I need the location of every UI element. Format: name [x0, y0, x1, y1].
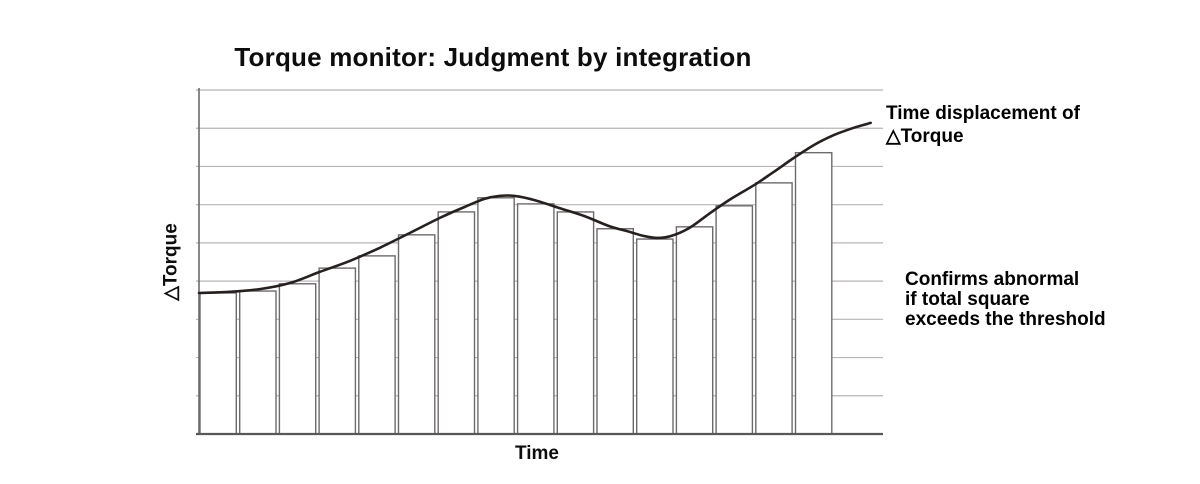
chart-title: Torque monitor: Judgment by integration: [234, 42, 752, 72]
integration-bar: [278, 283, 317, 435]
integration-bar: [675, 226, 714, 435]
integration-bar: [755, 182, 793, 435]
threshold-annotation-line2: if total square: [905, 289, 1030, 310]
integration-bar: [318, 267, 357, 435]
curve-annotation: Time displacement of △Torque: [886, 102, 1080, 148]
integration-bar: [397, 234, 436, 435]
integration-bar: [199, 292, 237, 435]
threshold-annotation-line3: exceeds the threshold: [905, 309, 1106, 330]
curve-annotation-line2: △Torque: [886, 126, 964, 147]
x-axis-label: Time: [514, 443, 560, 464]
integration-bar: [477, 197, 515, 435]
integration-bar: [437, 211, 476, 435]
integration-bar: [794, 151, 833, 435]
integration-bar: [636, 238, 674, 435]
integration-bar: [238, 290, 277, 435]
threshold-annotation-line1: Confirms abnormal: [905, 269, 1080, 290]
curve-annotation-line1: Time displacement of: [886, 103, 1080, 124]
torque-curve: [197, 121, 872, 295]
integration-bar: [715, 205, 754, 435]
threshold-annotation: Confirms abnormal if total square exceed…: [905, 270, 1106, 330]
y-axis-label: △Torque: [160, 223, 182, 301]
integration-bar: [596, 228, 634, 435]
integration-bar: [516, 203, 555, 435]
integration-bar: [556, 211, 595, 435]
integration-bar: [358, 255, 396, 435]
